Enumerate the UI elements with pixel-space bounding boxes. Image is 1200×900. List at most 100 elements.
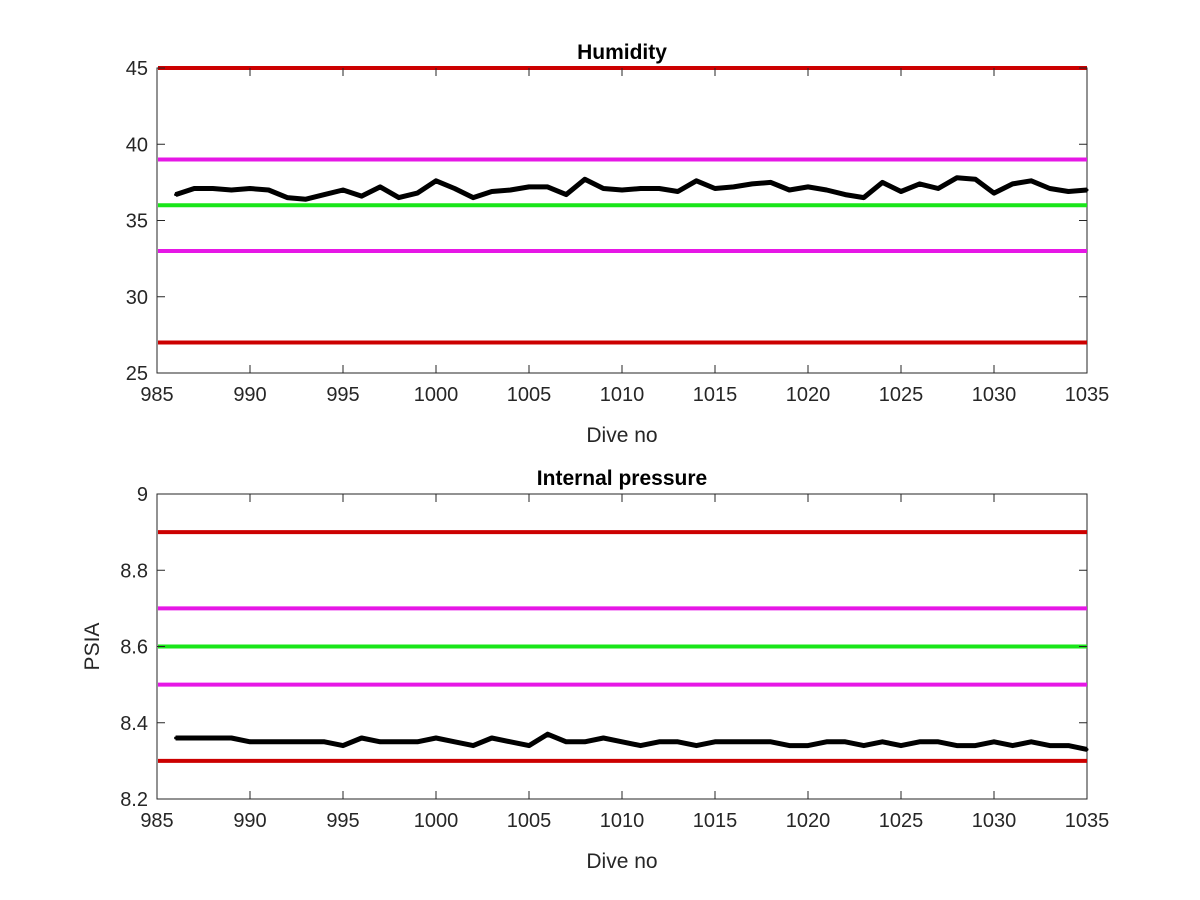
y-axis-label: PSIA <box>81 623 104 671</box>
data-point <box>676 740 680 744</box>
data-point <box>676 190 680 194</box>
data-point <box>453 740 457 744</box>
x-tick-label: 1030 <box>972 384 1017 406</box>
data-point <box>527 185 531 189</box>
data-point <box>973 744 977 748</box>
data-point <box>955 744 959 748</box>
data-point <box>267 188 271 192</box>
data-point <box>248 740 252 744</box>
data-point <box>1085 188 1089 192</box>
y-tick-label: 40 <box>126 134 148 156</box>
y-tick-label: 9 <box>137 484 148 506</box>
data-point <box>211 186 215 190</box>
data-point <box>1048 186 1052 190</box>
data-point <box>304 740 308 744</box>
data-point <box>248 186 252 190</box>
data-point <box>192 736 196 740</box>
x-tick-label: 990 <box>233 384 266 406</box>
data-point <box>825 740 829 744</box>
data-point <box>657 186 661 190</box>
data-point <box>732 185 736 189</box>
data-point <box>397 740 401 744</box>
data-point <box>973 177 977 181</box>
data-point <box>620 740 624 744</box>
data-point <box>341 188 345 192</box>
x-tick-label: 1010 <box>600 810 645 832</box>
y-tick-label: 45 <box>126 58 148 80</box>
data-point <box>1011 744 1015 748</box>
data-point <box>360 736 364 740</box>
data-point <box>508 188 512 192</box>
x-tick-label: 1000 <box>414 810 459 832</box>
y-tick-label: 25 <box>126 363 148 385</box>
x-tick-label: 985 <box>140 810 173 832</box>
data-point <box>936 740 940 744</box>
data-point <box>843 193 847 197</box>
x-tick-label: 990 <box>233 810 266 832</box>
x-tick-label: 995 <box>326 384 359 406</box>
data-point <box>434 736 438 740</box>
data-point <box>899 190 903 194</box>
x-tick-label: 1015 <box>693 384 738 406</box>
data-point <box>471 196 475 200</box>
data-point <box>192 186 196 190</box>
data-point <box>322 193 326 197</box>
data-point <box>229 188 233 192</box>
data-point <box>992 191 996 195</box>
x-tick-label: 1000 <box>414 384 459 406</box>
internal-pressure-chart: 985 990 995 1000 1005 1010 1015 1020 1025 1030 103… <box>81 467 1109 873</box>
data-point <box>601 186 605 190</box>
data-point <box>657 740 661 744</box>
data-point <box>285 196 289 200</box>
chart-title: Humidity <box>577 41 667 64</box>
data-point <box>601 736 605 740</box>
x-tick-label: 1020 <box>786 810 831 832</box>
data-point <box>378 740 382 744</box>
x-tick-label: 1015 <box>693 810 738 832</box>
data-point <box>378 185 382 189</box>
data-point <box>862 196 866 200</box>
x-tick-label: 1010 <box>600 384 645 406</box>
data-point <box>490 736 494 740</box>
data-point <box>639 186 643 190</box>
x-tick-label: 1030 <box>972 810 1017 832</box>
data-point <box>360 194 364 198</box>
x-axis-label: Dive no <box>586 850 657 873</box>
humidity-chart: 985 990 995 1000 1005 1010 1015 1020 1025 1030 103… <box>126 41 1110 447</box>
data-point <box>267 740 271 744</box>
data-point <box>825 188 829 192</box>
data-point <box>806 744 810 748</box>
data-point <box>769 180 773 184</box>
chart-title: Internal pressure <box>537 467 707 490</box>
data-point <box>583 740 587 744</box>
y-tick-label: 8.4 <box>120 713 148 735</box>
data-point <box>955 176 959 180</box>
data-point <box>787 744 791 748</box>
x-tick-label: 1035 <box>1065 384 1110 406</box>
data-point <box>639 744 643 748</box>
data-point <box>229 736 233 740</box>
data-point <box>843 740 847 744</box>
y-tick-label: 8.2 <box>120 789 148 811</box>
x-tick-label: 1025 <box>879 810 924 832</box>
data-point <box>1029 740 1033 744</box>
data-point <box>415 740 419 744</box>
data-point <box>341 744 345 748</box>
data-point <box>471 744 475 748</box>
data-point <box>304 197 308 201</box>
data-point <box>564 740 568 744</box>
data-point <box>769 740 773 744</box>
x-tick-label: 1005 <box>507 810 552 832</box>
data-point <box>787 188 791 192</box>
data-point <box>732 740 736 744</box>
data-point <box>713 740 717 744</box>
data-point <box>174 193 178 197</box>
data-point <box>508 740 512 744</box>
data-point <box>546 732 550 736</box>
data-point <box>322 740 326 744</box>
data-point <box>750 740 754 744</box>
data-point <box>918 182 922 186</box>
data-point <box>620 188 624 192</box>
data-point <box>1048 744 1052 748</box>
